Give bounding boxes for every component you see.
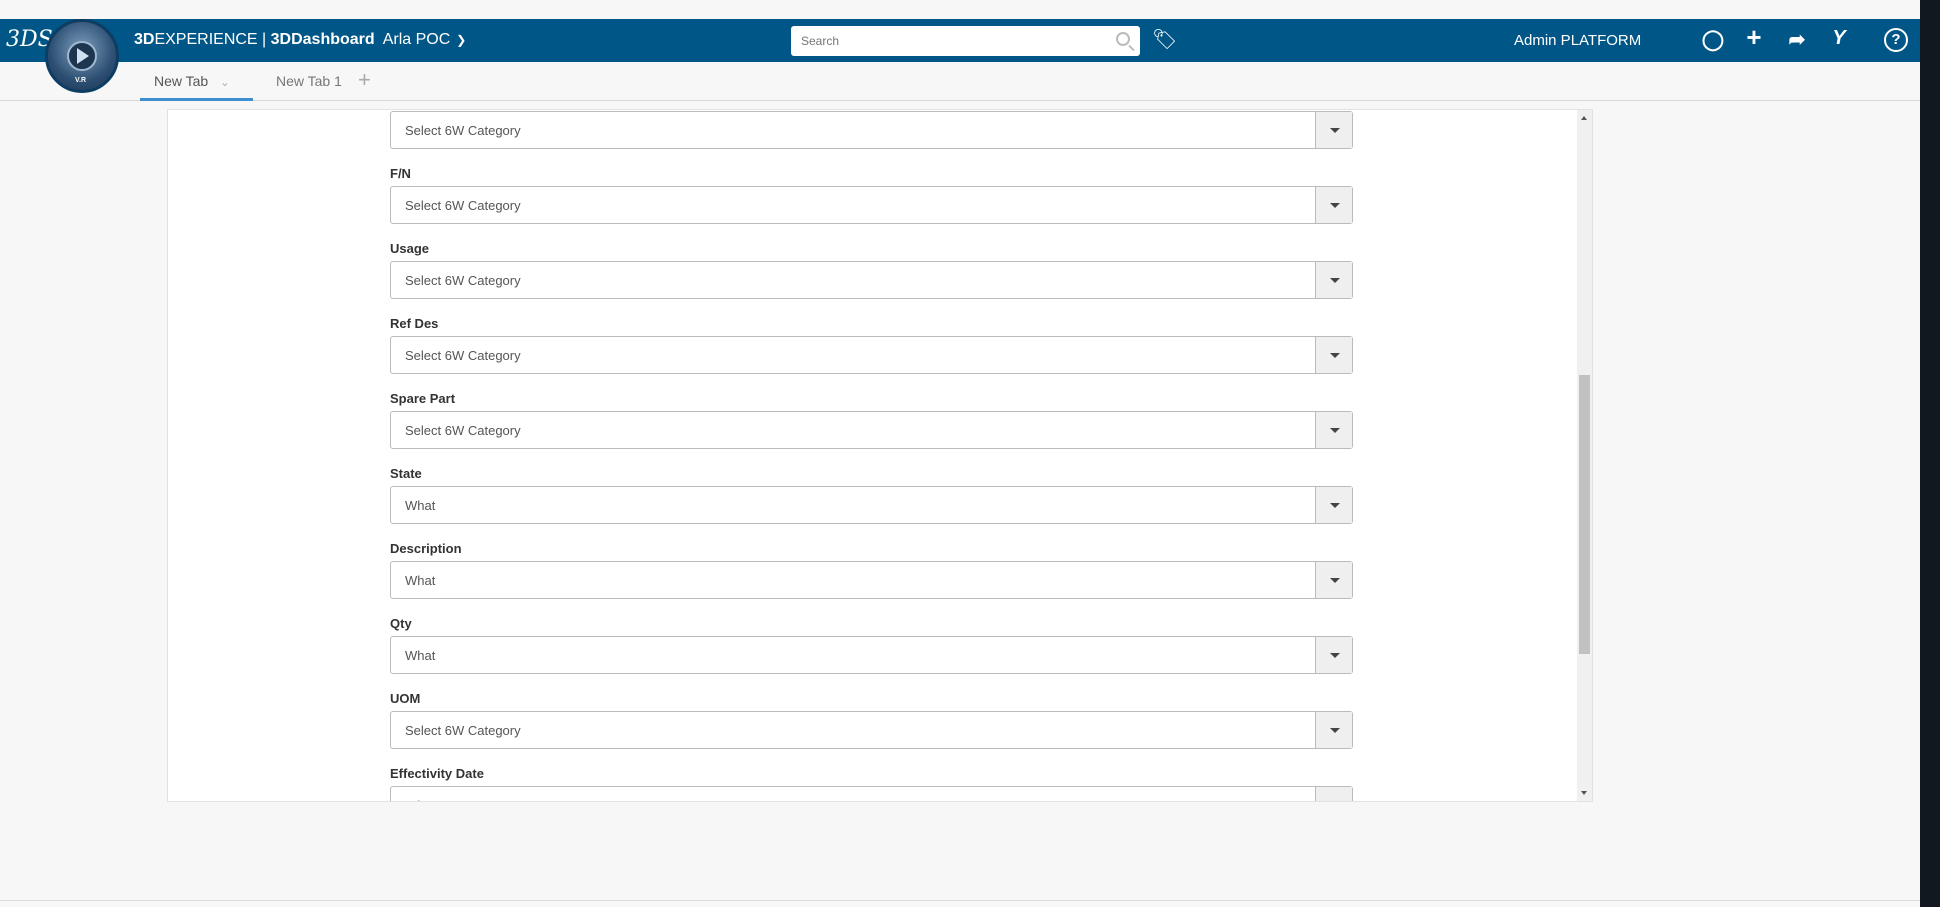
form-field: Ref Des Select 6W Category: [390, 314, 1353, 374]
community-icon[interactable]: Y: [1832, 27, 1846, 49]
form-field: F/N Select 6W Category: [390, 164, 1353, 224]
select-value: Select 6W Category: [405, 723, 521, 738]
tab-label: New Tab 1: [276, 73, 342, 89]
add-tab-icon[interactable]: +: [358, 67, 371, 92]
brand-rest: EXPERIENCE |: [154, 31, 271, 48]
dropdown-arrow-icon[interactable]: [1315, 412, 1352, 448]
field-select[interactable]: Select 6W Category: [390, 261, 1353, 299]
top-bar: 3DS 3DEXPERIENCE | 3DDashboard Arla POC ❯…: [0, 19, 1920, 62]
dropdown-arrow-icon[interactable]: [1315, 337, 1352, 373]
form-field: Qty What: [390, 614, 1353, 674]
field-select[interactable]: What: [390, 561, 1353, 599]
select-value: Select 6W Category: [405, 273, 521, 288]
select-value: Select 6W Category: [405, 348, 521, 363]
dashboard-name: Arla POC: [382, 31, 451, 48]
dropdown-arrow-icon[interactable]: [1315, 637, 1352, 673]
form-field: Select 6W Category: [390, 111, 1353, 149]
chevron-down-icon[interactable]: ❯: [456, 33, 467, 47]
field-select[interactable]: What: [390, 486, 1353, 524]
field-label: Qty: [390, 616, 412, 631]
search-icon[interactable]: [1116, 32, 1130, 46]
tab-new-tab-1[interactable]: New Tab 1: [276, 62, 342, 101]
user-name[interactable]: Admin PLATFORM: [1514, 32, 1642, 49]
form-field: State What: [390, 464, 1353, 524]
chevron-down-icon[interactable]: ⌄: [220, 77, 230, 89]
play-icon: [77, 48, 89, 64]
dropdown-arrow-icon[interactable]: [1315, 187, 1352, 223]
dropdown-arrow-icon[interactable]: [1315, 712, 1352, 748]
select-value: What: [405, 798, 435, 801]
ds-logo-icon[interactable]: 3DS: [6, 27, 53, 52]
brand-bold: 3D: [134, 31, 155, 48]
field-label: State: [390, 466, 422, 481]
scroll-down-icon[interactable]: [1581, 791, 1587, 795]
form: Select 6W Category F/N Select 6W Category U…: [390, 110, 1353, 801]
divider: [0, 900, 1920, 901]
select-value: What: [405, 498, 436, 513]
field-select[interactable]: Select 6W Category: [390, 111, 1353, 149]
scrollbar[interactable]: [1577, 110, 1592, 801]
select-value: Select 6W Category: [405, 198, 521, 213]
compass-version: V.R: [75, 77, 87, 84]
field-select[interactable]: What: [390, 786, 1353, 801]
field-label: F/N: [390, 166, 411, 181]
app-name: 3DDashboard: [270, 31, 375, 48]
field-select[interactable]: Select 6W Category: [390, 711, 1353, 749]
field-label: Effectivity Date: [390, 766, 484, 781]
select-value: Select 6W Category: [405, 123, 521, 138]
scroll-thumb[interactable]: [1579, 375, 1590, 654]
field-label: Description: [390, 541, 462, 556]
field-label: Spare Part: [390, 391, 456, 406]
field-label: UOM: [390, 691, 421, 706]
screen-edge: [1920, 0, 1940, 907]
form-field: Description What: [390, 539, 1353, 599]
field-select[interactable]: Select 6W Category: [390, 186, 1353, 224]
search-input[interactable]: [791, 26, 1091, 56]
dropdown-arrow-icon[interactable]: [1315, 262, 1352, 298]
form-field: Effectivity Date What: [390, 764, 1353, 801]
tab-bar: New Tab ⌄ New Tab 1 +: [0, 62, 1920, 101]
dropdown-arrow-icon[interactable]: [1315, 487, 1352, 523]
notifications-icon[interactable]: ◯: [1701, 29, 1725, 51]
dropdown-arrow-icon[interactable]: [1315, 112, 1352, 148]
search-box[interactable]: [791, 26, 1140, 56]
select-value: What: [405, 648, 436, 663]
top-gap: [0, 0, 1920, 19]
field-select[interactable]: Select 6W Category: [390, 411, 1353, 449]
scroll-up-icon[interactable]: [1581, 116, 1587, 120]
compass-icon[interactable]: V.R: [45, 19, 119, 93]
tab-new-tab[interactable]: New Tab ⌄: [140, 62, 253, 101]
field-select[interactable]: What: [390, 636, 1353, 674]
field-select[interactable]: Select 6W Category: [390, 336, 1353, 374]
help-icon[interactable]: ?: [1884, 28, 1908, 52]
form-field: Spare Part Select 6W Category: [390, 389, 1353, 449]
tab-label: New Tab: [154, 73, 209, 89]
dropdown-arrow-icon[interactable]: [1315, 562, 1352, 598]
field-label: Ref Des: [390, 316, 439, 331]
add-icon[interactable]: +: [1746, 22, 1762, 52]
app-title[interactable]: 3DEXPERIENCE | 3DDashboard Arla POC ❯: [134, 31, 466, 49]
field-label: Usage: [390, 241, 430, 256]
form-field: UOM Select 6W Category: [390, 689, 1353, 749]
form-field: Usage Select 6W Category: [390, 239, 1353, 299]
tag-icon[interactable]: 🏷︎: [1152, 29, 1178, 51]
dropdown-arrow-icon[interactable]: [1315, 787, 1352, 801]
select-value: What: [405, 573, 436, 588]
share-icon[interactable]: ➦: [1788, 29, 1806, 51]
widget-panel: Select 6W Category F/N Select 6W Category U…: [167, 109, 1593, 802]
select-value: Select 6W Category: [405, 423, 521, 438]
